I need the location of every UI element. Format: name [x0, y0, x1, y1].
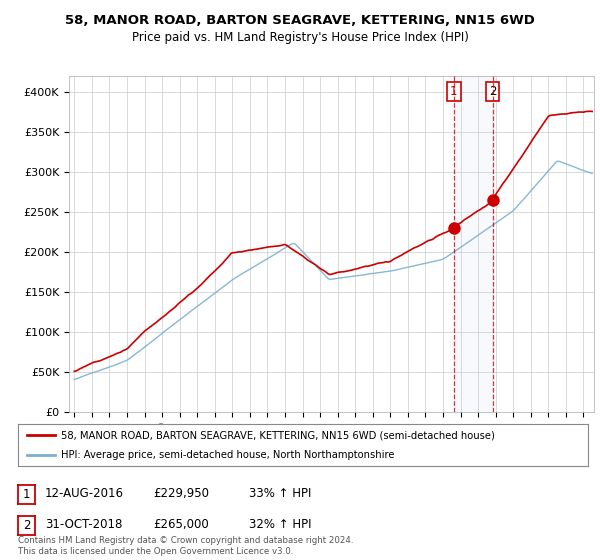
Text: 1: 1: [450, 85, 458, 98]
Text: 58, MANOR ROAD, BARTON SEAGRAVE, KETTERING, NN15 6WD (semi-detached house): 58, MANOR ROAD, BARTON SEAGRAVE, KETTERI…: [61, 430, 494, 440]
Text: Price paid vs. HM Land Registry's House Price Index (HPI): Price paid vs. HM Land Registry's House …: [131, 31, 469, 44]
Text: £265,000: £265,000: [153, 518, 209, 531]
Text: Contains HM Land Registry data © Crown copyright and database right 2024.
This d: Contains HM Land Registry data © Crown c…: [18, 536, 353, 556]
Text: 33% ↑ HPI: 33% ↑ HPI: [249, 487, 311, 501]
Bar: [454, 76, 493, 412]
Text: 1: 1: [23, 488, 30, 501]
Text: 12-AUG-2016: 12-AUG-2016: [45, 487, 124, 501]
Text: HPI: Average price, semi-detached house, North Northamptonshire: HPI: Average price, semi-detached house,…: [61, 450, 394, 460]
Text: £229,950: £229,950: [153, 487, 209, 501]
Text: 2: 2: [489, 85, 496, 98]
Text: 31-OCT-2018: 31-OCT-2018: [45, 518, 122, 531]
Text: 32% ↑ HPI: 32% ↑ HPI: [249, 518, 311, 531]
Text: 2: 2: [23, 519, 30, 532]
Text: 58, MANOR ROAD, BARTON SEAGRAVE, KETTERING, NN15 6WD: 58, MANOR ROAD, BARTON SEAGRAVE, KETTERI…: [65, 14, 535, 27]
